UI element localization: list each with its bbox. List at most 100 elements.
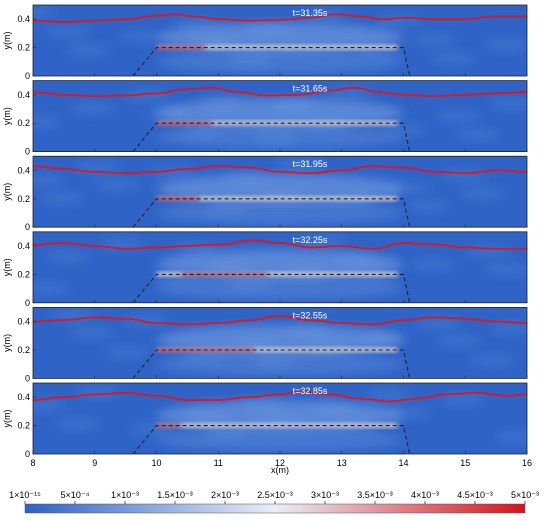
crest-hotspot [181, 272, 268, 276]
crest-zone [156, 325, 404, 356]
colorbar-gradient [24, 503, 526, 514]
y-axis-label: y(m) [2, 410, 12, 428]
colorbar-tick-label: 1×10⁻¹⁵ [9, 490, 41, 500]
y-tick-label: 0.4 [17, 165, 30, 175]
texture-blob [455, 129, 500, 140]
time-label: t=32.55s [293, 310, 328, 320]
time-label: t=32.25s [293, 235, 328, 245]
heatmap-field [33, 156, 527, 228]
y-tick-label: 0.4 [17, 90, 30, 100]
colorbar-tick-label: 2.5×10⁻³ [257, 490, 293, 500]
crest-zone [156, 98, 404, 129]
texture-blob [70, 328, 115, 339]
texture-blob [104, 347, 149, 358]
y-tick-label: 0.4 [17, 241, 30, 251]
y-tick-label: 0.4 [17, 392, 30, 402]
y-tick-label: 0 [25, 71, 30, 81]
texture-blob [411, 35, 456, 45]
texture-blob [435, 336, 480, 347]
y-tick-label: 0.2 [17, 345, 30, 355]
texture-blob [99, 238, 144, 249]
texture-blob [460, 188, 505, 199]
x-tick-label: 8 [30, 458, 35, 468]
crest-zone [156, 249, 404, 280]
y-tick-label: 0.4 [17, 14, 30, 24]
texture-blob [55, 419, 100, 429]
texture-blob [33, 8, 55, 18]
texture-blob [366, 390, 411, 400]
colorbar-tick-label: 3×10⁻³ [311, 490, 339, 500]
texture-blob [440, 395, 485, 405]
free-surface-line [33, 390, 527, 403]
texture-blob [381, 124, 426, 135]
free-surface-line [33, 86, 527, 98]
colorbar: 1×10⁻¹⁵ 5×10⁻⁴ 1×10⁻³ 1.5×10⁻³ 2×10⁻³ 2.5×10⁻… [9, 490, 539, 514]
body-zone [156, 427, 404, 452]
texture-blob [75, 162, 120, 173]
crest-zone [156, 400, 404, 431]
body-zone [156, 276, 404, 301]
y-tick-label: 0.2 [17, 194, 30, 204]
y-tick-label: 0.4 [17, 317, 30, 327]
texture-blob [33, 116, 60, 127]
y-tick-label: 0 [25, 373, 30, 383]
y-tick-label: 0.2 [17, 269, 30, 279]
heatmap-field [33, 307, 527, 379]
panel-3: t=31.95s 0 0.2 0.4 y(m) [2, 155, 528, 232]
colorbar-tick-label: 4×10⁻³ [411, 490, 439, 500]
time-label: t=31.95s [293, 159, 328, 169]
y-axis-label: y(m) [2, 334, 12, 352]
heatmap-field [33, 231, 527, 303]
crest-zone [156, 173, 404, 204]
y-tick-label: 0 [25, 449, 30, 459]
y-axis-label: y(m) [2, 107, 12, 125]
free-surface-line [33, 165, 527, 175]
texture-blob [65, 45, 110, 55]
texture-blob [485, 40, 527, 50]
body-zone [156, 125, 404, 150]
panel-5: t=32.55s 0 0.2 0.4 y(m) [2, 306, 528, 383]
texture-blob [495, 432, 527, 442]
texture-blob [435, 111, 480, 122]
free-surface-line [33, 315, 527, 326]
texture-blob [45, 27, 90, 37]
free-surface-line [33, 239, 527, 250]
texture-blob [45, 251, 90, 262]
colorbar-tick-label: 3.5×10⁻³ [357, 490, 393, 500]
texture-blob [430, 53, 475, 63]
texture-blob [40, 193, 85, 204]
texture-blob [277, 159, 322, 170]
heatmap-field [33, 383, 527, 454]
texture-blob [33, 400, 65, 410]
x-axis-label: x(m) [271, 465, 289, 475]
texture-blob [302, 235, 347, 246]
texture-blob [406, 201, 451, 212]
y-axis-label: y(m) [2, 32, 12, 50]
texture-blob [411, 259, 456, 270]
texture-blob [470, 355, 515, 366]
x-tick-label: 13 [337, 458, 347, 468]
texture-blob [490, 323, 527, 334]
panel-6: t=32.85s 0 0.2 0.4 y(m) [2, 382, 528, 459]
panel-2: t=31.65s 0 0.2 0.4 y(m) [2, 80, 528, 157]
x-tick-label: 16 [522, 458, 532, 468]
y-tick-label: 0.2 [17, 421, 30, 431]
panel-1: t=31.35s 0 0.2 0.4 y(m) [2, 4, 528, 81]
y-axis-label: y(m) [2, 183, 12, 201]
free-surface-line [33, 13, 527, 23]
texture-blob [94, 180, 139, 191]
y-tick-label: 0.2 [17, 43, 30, 53]
y-tick-label: 0 [25, 222, 30, 232]
x-tick-label: 9 [92, 458, 97, 468]
colorbar-tick-label: 4.5×10⁻³ [457, 490, 493, 500]
texture-blob [490, 98, 527, 109]
colorbar-tick-label: 5×10⁻⁴ [61, 490, 90, 500]
colorbar-tick-label: 2×10⁻³ [211, 490, 239, 500]
y-tick-label: 0 [25, 147, 30, 157]
colorbar-tick-label: 1×10⁻³ [111, 490, 139, 500]
body-zone [156, 201, 404, 225]
crest-zone [156, 22, 404, 53]
body-zone [156, 49, 404, 74]
time-label: t=32.85s [293, 386, 328, 396]
texture-blob [70, 103, 115, 114]
